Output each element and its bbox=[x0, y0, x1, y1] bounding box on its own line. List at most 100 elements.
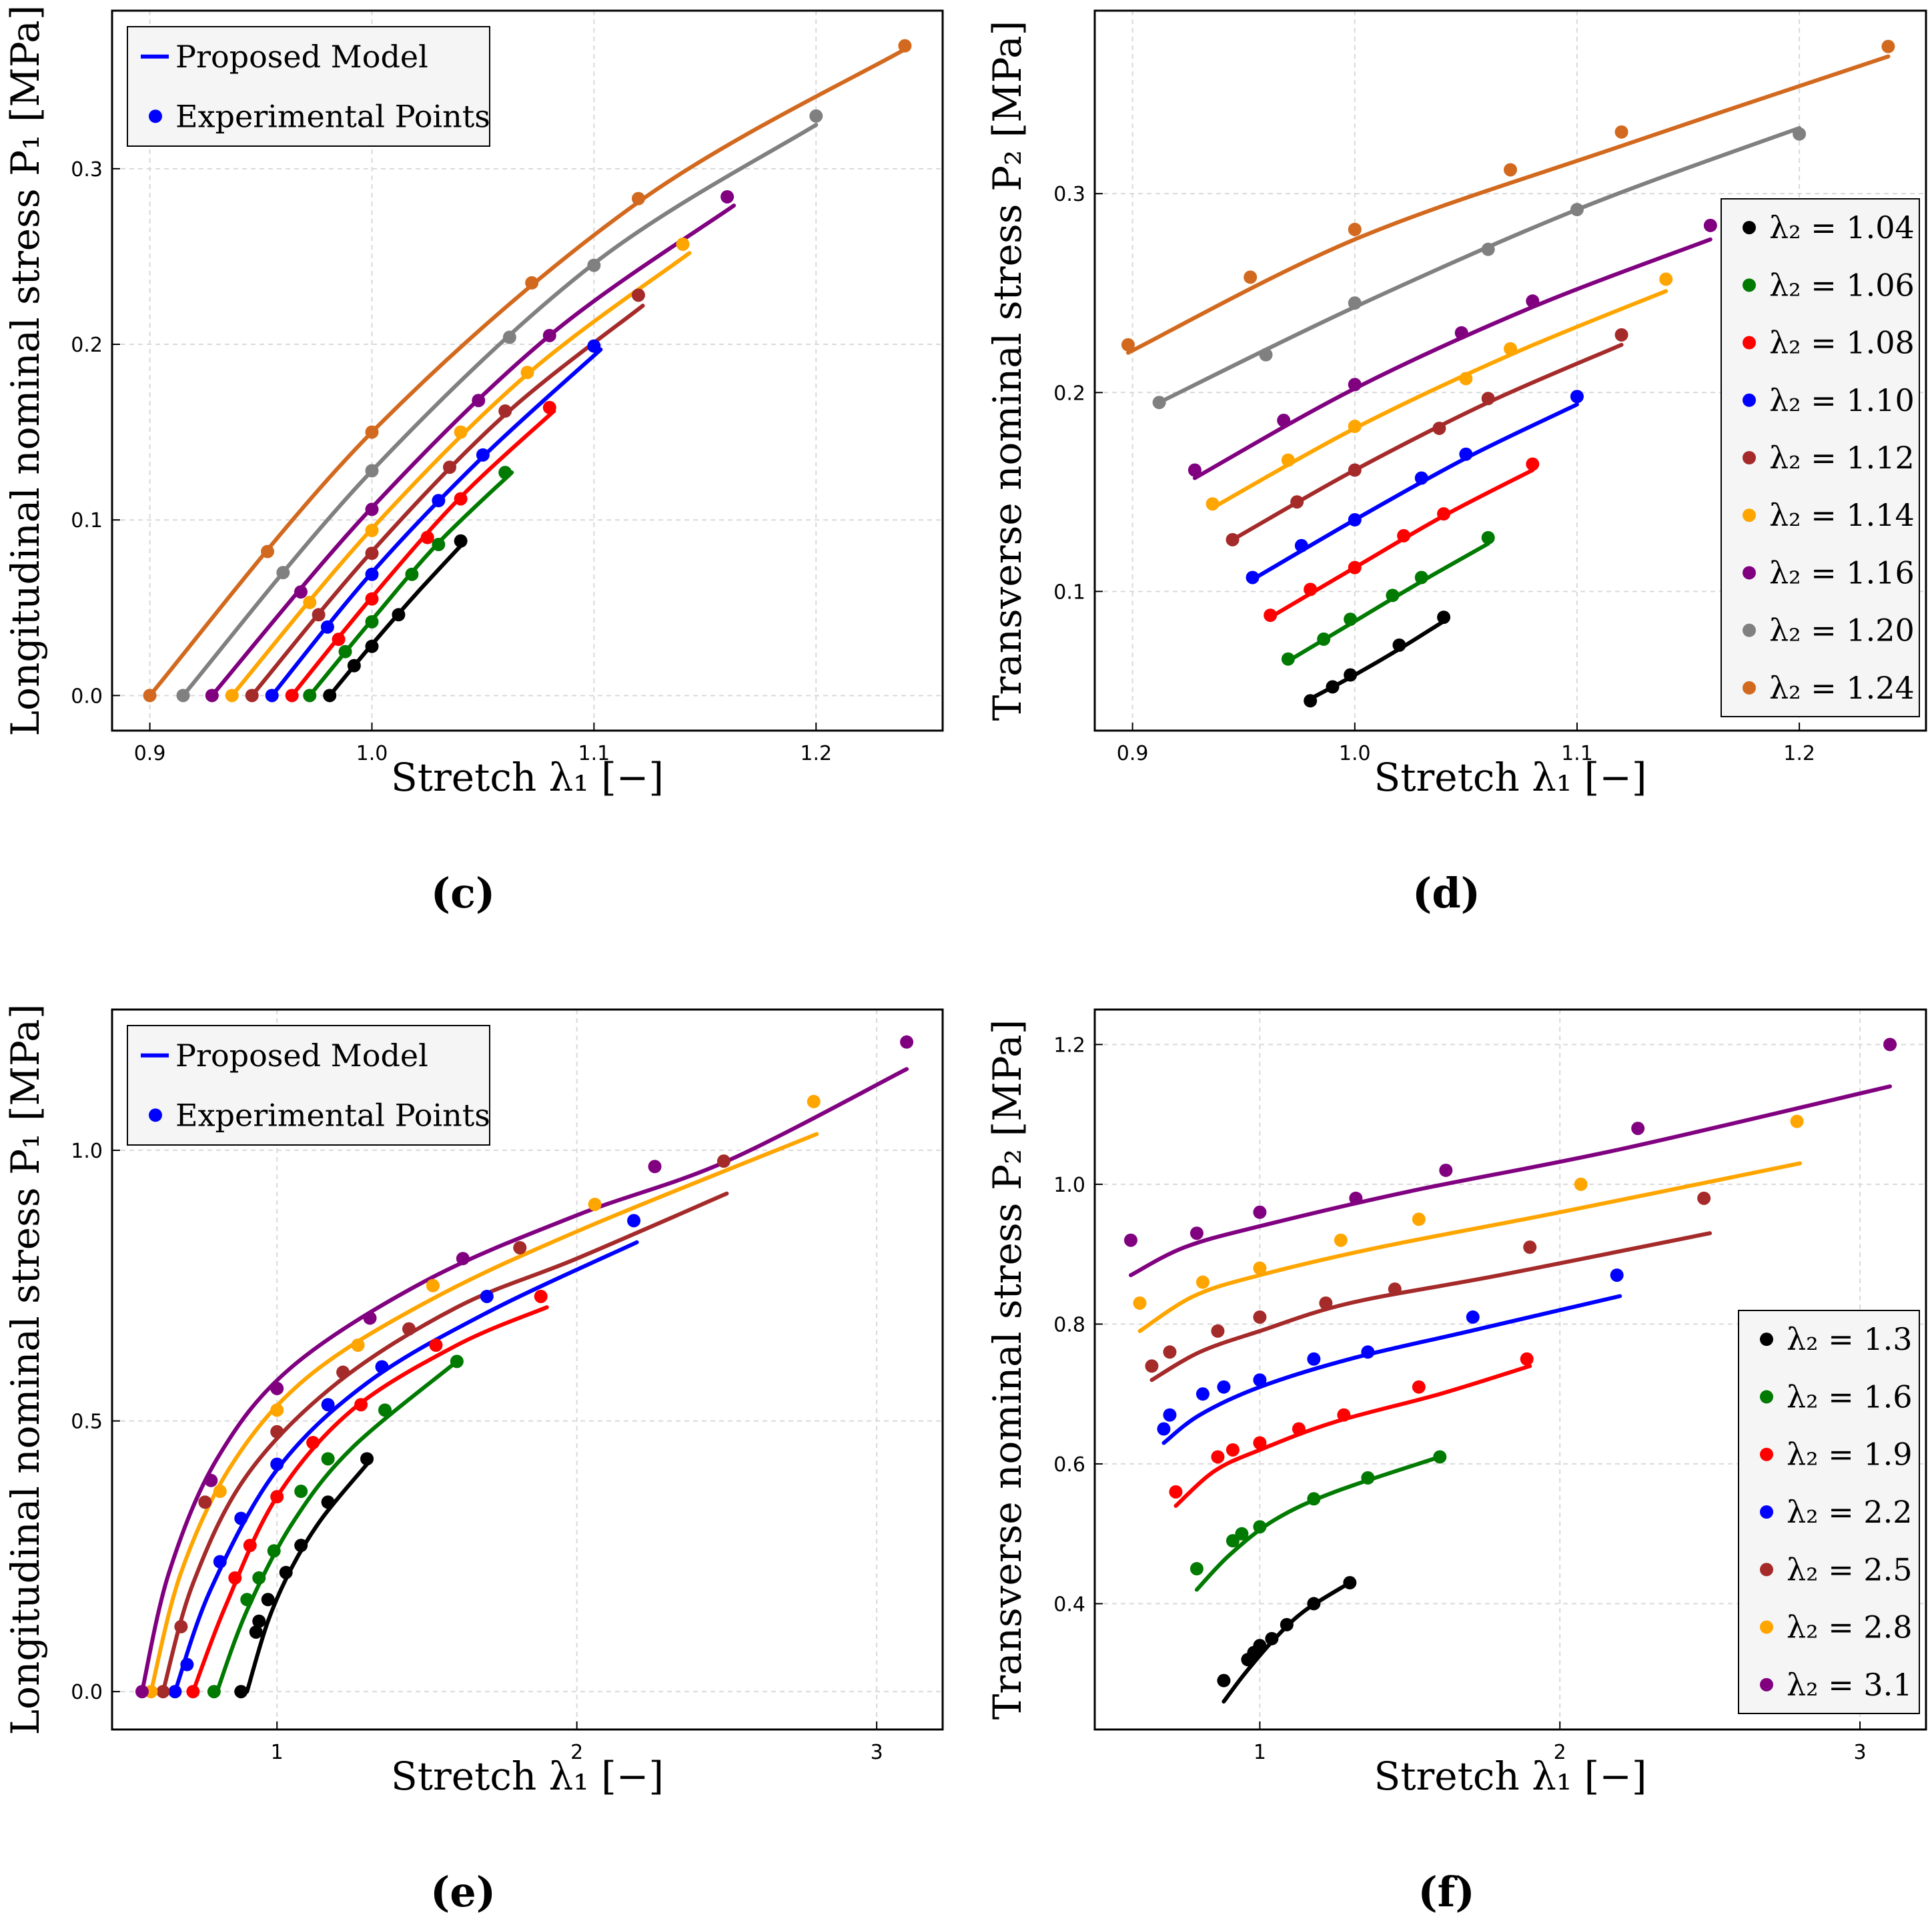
experimental-point bbox=[1304, 583, 1318, 597]
experimental-point bbox=[1481, 530, 1495, 544]
experimental-point bbox=[234, 1511, 248, 1525]
experimental-point bbox=[156, 1685, 170, 1699]
experimental-point bbox=[480, 1289, 494, 1303]
data-layer bbox=[1121, 39, 1895, 708]
y-tick-label: 0.3 bbox=[71, 158, 103, 181]
legend-marker-icon bbox=[1743, 336, 1756, 350]
experimental-point bbox=[375, 1360, 389, 1374]
experimental-point bbox=[1189, 1226, 1203, 1240]
experimental-point bbox=[252, 1614, 266, 1628]
experimental-point bbox=[213, 1485, 227, 1499]
experimental-point bbox=[180, 1657, 194, 1671]
experimental-point bbox=[1189, 1562, 1203, 1576]
experimental-point bbox=[306, 1436, 320, 1450]
panel-label: (e) bbox=[430, 1868, 496, 1916]
x-tick-label: 1 bbox=[271, 1741, 284, 1764]
experimental-point bbox=[542, 328, 556, 342]
experimental-point bbox=[279, 1565, 293, 1579]
legend-label: λ₂ = 1.04 bbox=[1769, 210, 1915, 246]
x-tick-label: 1 bbox=[1254, 1741, 1266, 1764]
experimental-point bbox=[588, 1198, 602, 1212]
experimental-point bbox=[1574, 1177, 1588, 1191]
data-layer bbox=[135, 1035, 914, 1699]
experimental-point bbox=[321, 1398, 335, 1412]
experimental-point bbox=[1459, 447, 1473, 461]
model-curve bbox=[209, 204, 737, 698]
model-curve bbox=[1230, 342, 1624, 542]
legend-marker-icon bbox=[1743, 393, 1756, 407]
x-axis-label: Stretch λ₁ [−] bbox=[1374, 1754, 1647, 1799]
experimental-point bbox=[276, 566, 290, 580]
experimental-point bbox=[378, 1403, 392, 1417]
experimental-point bbox=[270, 1457, 284, 1471]
chart-panel-d: 0.9 1.0 1.1 1.2 0.1 0.2 0.3 Stretch λ₁ [−] Trans… bbox=[985, 9, 1927, 917]
experimental-point bbox=[1253, 1639, 1267, 1653]
experimental-point bbox=[321, 1495, 335, 1509]
y-tick-label: 1.2 bbox=[1053, 1034, 1085, 1057]
experimental-point bbox=[627, 1214, 641, 1228]
experimental-point bbox=[294, 1539, 308, 1553]
experimental-point bbox=[1281, 652, 1295, 666]
model-curve bbox=[181, 123, 819, 698]
y-axis-label: Transverse nominal stress P₂ [MPa] bbox=[985, 1020, 1030, 1720]
legend-label: λ₂ = 1.08 bbox=[1769, 325, 1915, 361]
model-curve bbox=[147, 47, 907, 698]
experimental-point bbox=[1253, 1310, 1267, 1324]
experimental-point bbox=[228, 1571, 242, 1585]
experimental-point bbox=[1253, 1520, 1267, 1534]
experimental-point bbox=[1348, 560, 1362, 574]
experimental-point bbox=[294, 1485, 308, 1499]
experimental-point bbox=[243, 1539, 257, 1553]
experimental-point bbox=[1883, 1038, 1897, 1052]
experimental-point bbox=[204, 1473, 218, 1487]
experimental-point bbox=[1361, 1471, 1375, 1485]
legend-marker-icon bbox=[1760, 1677, 1773, 1691]
experimental-point bbox=[143, 689, 157, 703]
experimental-point bbox=[900, 1035, 914, 1049]
x-tick-label: 3 bbox=[1853, 1741, 1866, 1764]
legend-marker-icon bbox=[1743, 508, 1756, 522]
experimental-point bbox=[321, 1452, 335, 1466]
experimental-point bbox=[1211, 1450, 1225, 1464]
model-curve bbox=[308, 470, 514, 698]
model-curve bbox=[1126, 54, 1891, 355]
experimental-point bbox=[186, 1685, 200, 1699]
experimental-point bbox=[1793, 127, 1807, 141]
x-tick-label: 1.2 bbox=[1783, 742, 1815, 765]
experimental-point bbox=[1388, 1282, 1402, 1296]
experimental-point bbox=[270, 1381, 284, 1395]
experimental-point bbox=[1259, 348, 1273, 362]
experimental-point bbox=[1253, 1436, 1267, 1450]
experimental-point bbox=[1348, 513, 1362, 527]
legend-marker-icon bbox=[1743, 566, 1756, 580]
experimental-point bbox=[1294, 538, 1308, 552]
experimental-point bbox=[392, 608, 406, 622]
experimental-point bbox=[1253, 1373, 1267, 1387]
model-curve bbox=[290, 409, 556, 698]
legend-label: λ₂ = 1.6 bbox=[1787, 1379, 1913, 1415]
experimental-point bbox=[1881, 39, 1895, 53]
experimental-point bbox=[1414, 570, 1428, 585]
chart-panel-f: 1 2 3 0.4 0.6 0.8 1.0 1.2 Stretch λ₁ [−] Transver… bbox=[985, 1008, 1927, 1916]
legend-marker-icon bbox=[1760, 1505, 1773, 1519]
experimental-point bbox=[1187, 463, 1201, 477]
experimental-point bbox=[332, 633, 346, 647]
experimental-point bbox=[426, 1278, 440, 1292]
x-axis-label: Stretch λ₁ [−] bbox=[1374, 755, 1647, 800]
experimental-point bbox=[1504, 342, 1517, 356]
legend-label: λ₂ = 3.1 bbox=[1787, 1667, 1913, 1703]
legend: λ₂ = 1.04 λ₂ = 1.06 λ₂ = 1.08 λ₂ = 1.10 λ₂ =… bbox=[1721, 198, 1920, 717]
experimental-point bbox=[405, 567, 419, 581]
model-curve bbox=[1137, 1161, 1803, 1333]
experimental-point bbox=[1195, 1387, 1210, 1401]
experimental-point bbox=[1244, 270, 1258, 284]
legend-marker-icon bbox=[1743, 623, 1756, 637]
experimental-point bbox=[1504, 163, 1517, 177]
x-tick-label: 1.1 bbox=[578, 742, 610, 765]
experimental-point bbox=[285, 689, 299, 703]
legend-marker-icon bbox=[1743, 681, 1756, 695]
experimental-point bbox=[338, 645, 352, 659]
experimental-point bbox=[631, 288, 645, 302]
y-tick-label: 1.0 bbox=[1053, 1174, 1085, 1197]
model-curve bbox=[1210, 289, 1668, 510]
